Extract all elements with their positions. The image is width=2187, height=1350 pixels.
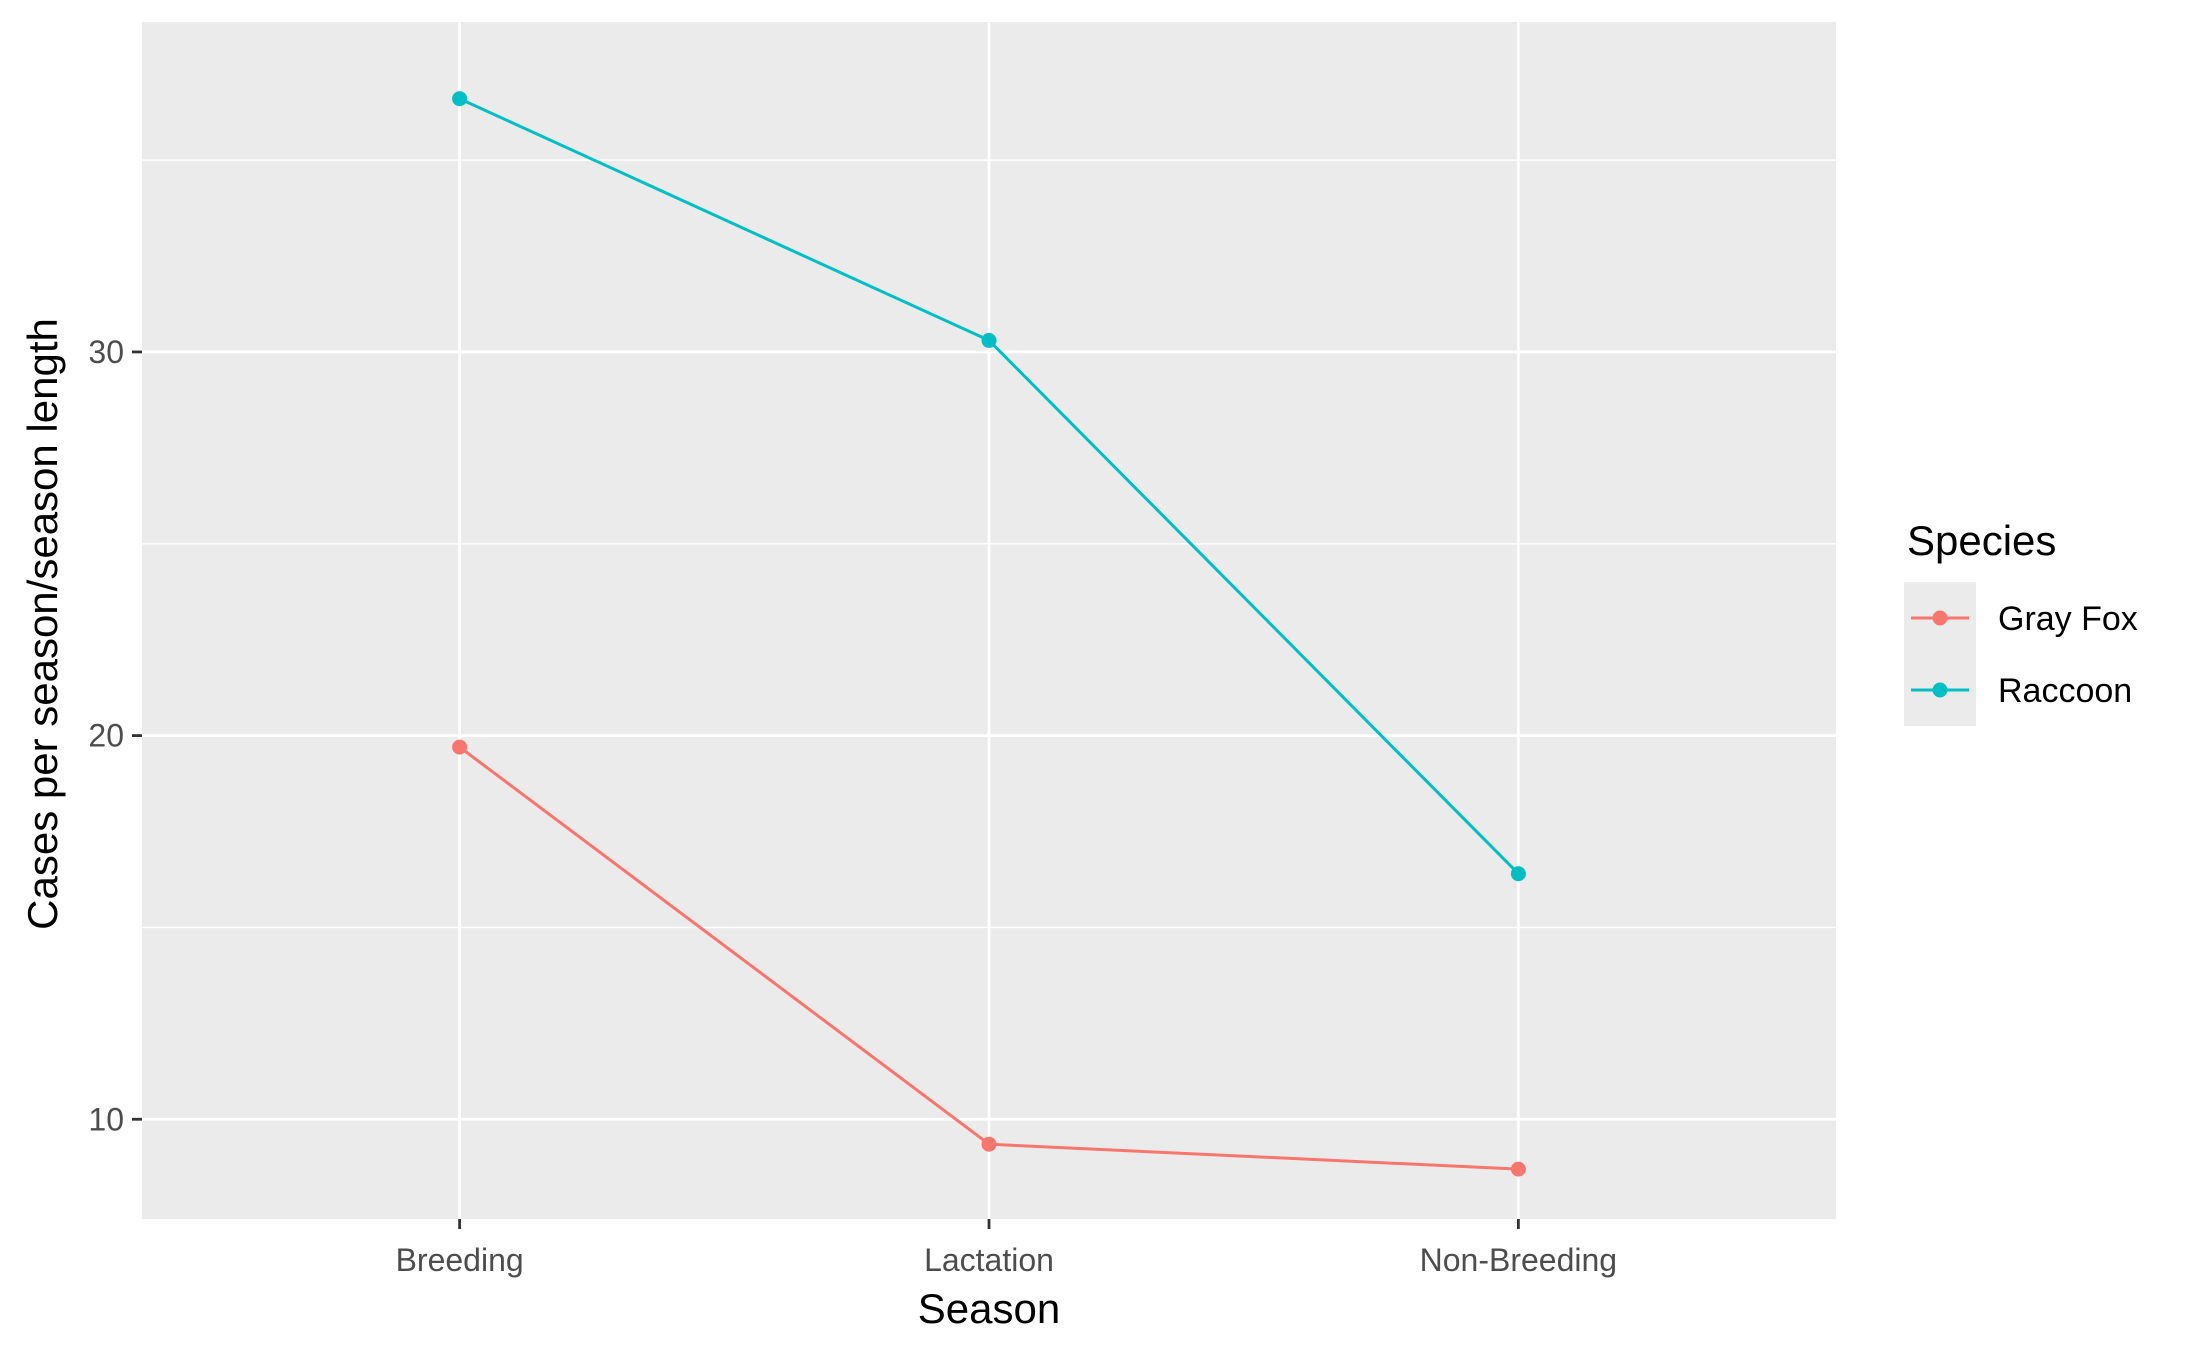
data-point: [1510, 1161, 1526, 1177]
y-tick-label: 10: [88, 1101, 124, 1137]
y-tick-label: 20: [88, 718, 124, 754]
y-axis: 10 20 30: [88, 334, 142, 1137]
major-gridlines: [142, 22, 1836, 1219]
legend-item-raccoon: Raccoon: [1904, 654, 2132, 726]
legend-key-point: [1932, 610, 1948, 626]
y-axis-title: Cases per season/season length: [19, 318, 66, 930]
x-tick-label: Lactation: [924, 1242, 1054, 1278]
series-gray-fox: [452, 739, 1526, 1177]
series-layer: [452, 91, 1526, 1177]
data-point: [1510, 866, 1526, 882]
x-axis-title: Season: [918, 1285, 1060, 1332]
data-point: [452, 91, 468, 107]
legend-keys: Gray Fox Raccoon: [1904, 582, 2138, 726]
data-point: [981, 1136, 997, 1152]
legend-label: Gray Fox: [1998, 600, 2138, 638]
y-tick-label: 30: [88, 334, 124, 370]
x-tick-label: Breeding: [396, 1242, 524, 1278]
legend-label: Raccoon: [1998, 672, 2132, 710]
x-tick-label: Non-Breeding: [1420, 1242, 1617, 1278]
data-point: [452, 739, 468, 755]
legend-key-point: [1932, 682, 1948, 698]
legend-title: Species: [1907, 517, 2056, 564]
legend: Species Gray Fox Raccoon: [1904, 517, 2138, 726]
x-axis: Breeding Lactation Non-Breeding: [396, 1219, 1617, 1278]
data-point: [981, 332, 997, 348]
legend-item-gray-fox: Gray Fox: [1904, 582, 2138, 654]
series-raccoon: [452, 91, 1526, 882]
